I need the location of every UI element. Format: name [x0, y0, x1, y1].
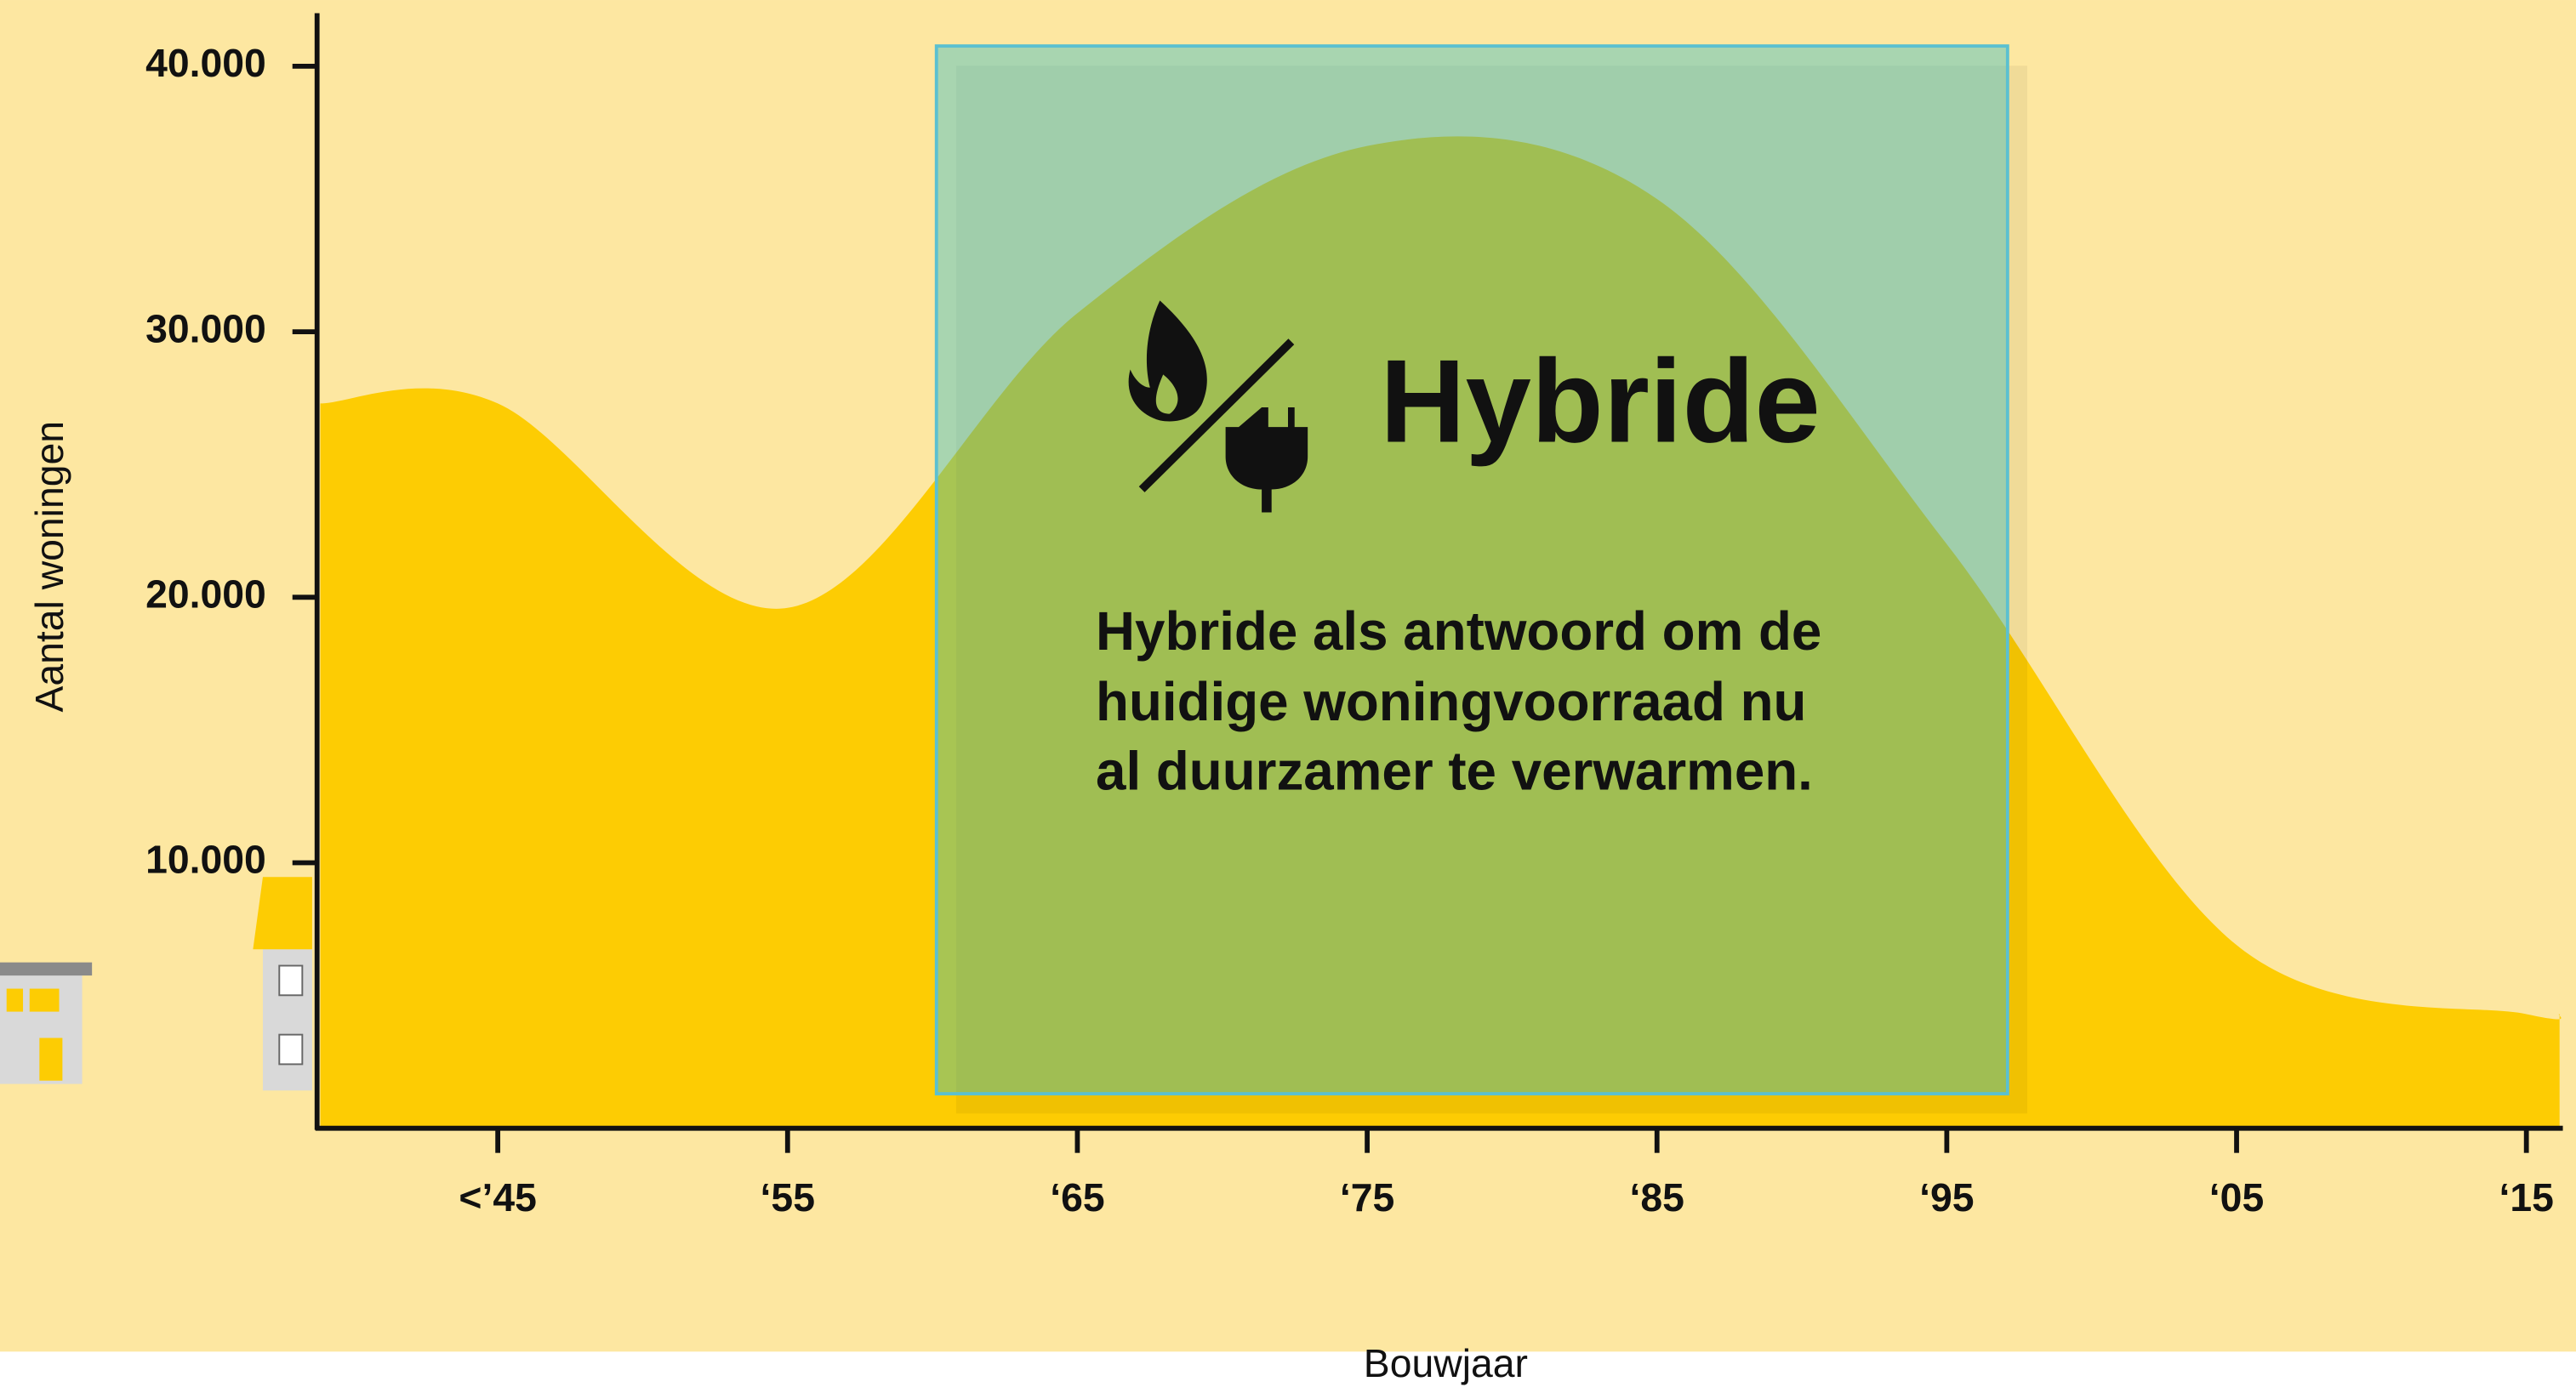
- roof: [0, 962, 93, 976]
- y-tick-label: 30.000: [145, 306, 266, 350]
- x-tick-label: ‘65: [1050, 1175, 1104, 1220]
- x-tick-label: ‘95: [1919, 1175, 1974, 1220]
- roof: [253, 877, 312, 950]
- annotation-title: Hybride: [1380, 336, 1821, 468]
- window: [6, 988, 24, 1012]
- hybride-icon: [1128, 300, 1308, 513]
- door: [39, 1038, 63, 1081]
- x-tick-label: ‘05: [2209, 1175, 2264, 1220]
- houses: [0, 877, 312, 1091]
- y-axis-label: Aantal woningen: [27, 421, 71, 713]
- slash: [1138, 338, 1295, 492]
- box-shadow: [955, 65, 2028, 1114]
- flame-icon: [1128, 300, 1207, 422]
- area: [320, 136, 2562, 1129]
- y-tick-label: 20.000: [145, 572, 266, 617]
- hybride-box: [934, 44, 2009, 1096]
- y-tick-label: 10.000: [145, 838, 266, 882]
- area-layer: [320, 136, 2562, 1129]
- x-tick-label: <’45: [459, 1175, 536, 1220]
- annotation-text: huidige woningvoorraad nu: [1096, 671, 1806, 732]
- annotation-text: Hybride als antwoord om de: [1096, 600, 1821, 662]
- window: [278, 964, 304, 997]
- window: [29, 988, 60, 1012]
- x-tick-label: ‘15: [2499, 1175, 2553, 1220]
- x-tick-label: ‘75: [1340, 1175, 1394, 1220]
- window: [278, 1033, 304, 1066]
- plug-icon: [1225, 407, 1308, 513]
- x-tick-label: ‘85: [1630, 1175, 1684, 1220]
- y-tick-label: 40.000: [145, 41, 266, 85]
- x-axis-label: Bouwjaar: [1364, 1341, 1528, 1385]
- annotation-text: al duurzamer te verwarmen.: [1096, 740, 1813, 801]
- x-tick-label: ‘55: [761, 1175, 815, 1220]
